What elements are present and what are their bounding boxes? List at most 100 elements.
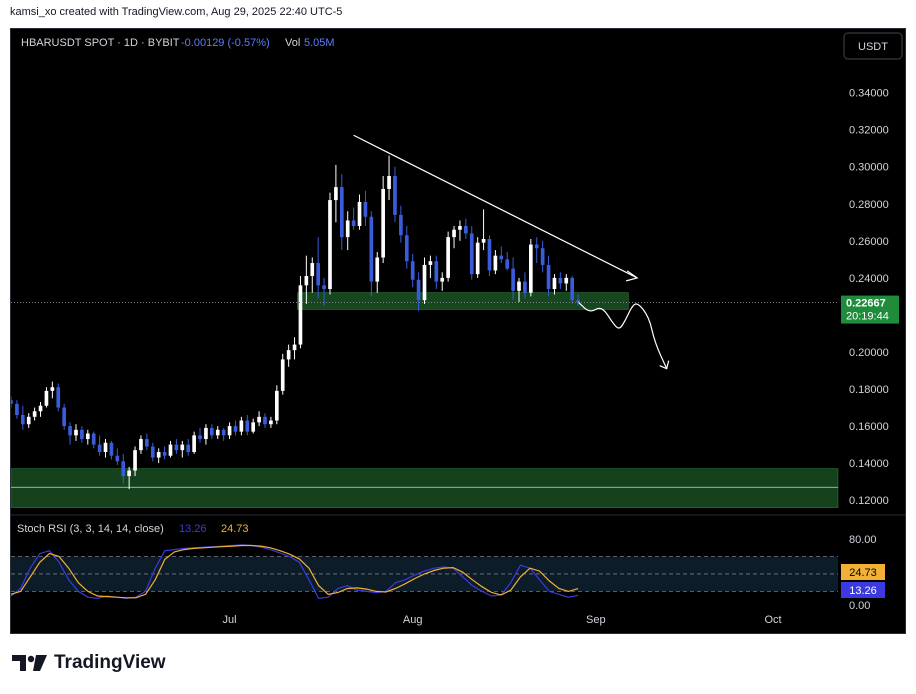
candle-body xyxy=(422,264,427,301)
candle xyxy=(274,385,279,425)
candle-body xyxy=(80,429,84,440)
candle-body xyxy=(322,285,326,289)
candle xyxy=(103,439,108,458)
candle xyxy=(475,237,480,278)
candle xyxy=(546,255,551,297)
x-tick-label: Jul xyxy=(223,614,237,626)
candle xyxy=(363,190,368,227)
candle-body xyxy=(274,390,279,421)
attribution-text: kamsi_xo created with TradingView.com, A… xyxy=(10,6,343,18)
candle xyxy=(339,174,344,251)
rsi-level-0-label: 0.00 xyxy=(849,600,870,612)
y-tick-label: 0.18000 xyxy=(849,384,889,396)
candle xyxy=(80,426,84,443)
candle-body xyxy=(357,201,362,227)
candle-body xyxy=(20,414,25,425)
candle xyxy=(576,294,580,306)
rsi-k-badge-value: 13.26 xyxy=(849,585,877,597)
candle xyxy=(150,442,155,462)
support-zone xyxy=(297,292,629,310)
candle xyxy=(540,240,545,273)
candle-body xyxy=(210,427,214,436)
candle-body xyxy=(351,220,356,227)
candle xyxy=(91,431,96,449)
candle xyxy=(570,276,575,304)
candle-body xyxy=(576,300,580,303)
chart-frame[interactable]: HBARUSDT SPOT · 1D · BYBIT -0.00129 (-0.… xyxy=(9,28,906,634)
rsi-d-badge-value: 24.73 xyxy=(849,567,877,579)
candle-body xyxy=(257,416,261,423)
x-tick-label: Oct xyxy=(764,614,781,626)
rsi-d-legend: 24.73 xyxy=(221,523,249,535)
candle xyxy=(15,400,19,419)
candle xyxy=(381,176,385,264)
candle xyxy=(558,272,563,289)
candle-body xyxy=(32,411,37,417)
x-tick-label: Sep xyxy=(586,614,606,626)
trendline-arrowhead xyxy=(625,270,639,282)
candle-body xyxy=(570,277,575,301)
y-tick-label: 0.14000 xyxy=(849,458,889,470)
candle-body xyxy=(410,261,415,280)
candle-body xyxy=(109,442,114,456)
candle xyxy=(298,276,303,349)
candle-body xyxy=(44,390,49,406)
candle xyxy=(428,255,433,278)
candle xyxy=(422,257,427,304)
tradingview-logo: TradingView xyxy=(12,652,166,674)
candle-body xyxy=(558,277,563,284)
candle-body xyxy=(103,442,108,453)
candle xyxy=(534,237,539,264)
demand-zone xyxy=(10,468,839,508)
candle xyxy=(127,466,131,490)
candle-body xyxy=(316,263,321,286)
candle xyxy=(109,440,114,460)
y-tick-label: 0.16000 xyxy=(849,421,889,433)
candle xyxy=(434,255,439,289)
candle xyxy=(221,427,226,441)
candle-body xyxy=(298,285,303,345)
candle-body xyxy=(204,427,208,440)
rsi-d-badge: 24.73 xyxy=(841,564,885,580)
candle xyxy=(263,413,267,428)
candle xyxy=(351,207,356,230)
chart-canvas[interactable]: HBARUSDT SPOT · 1D · BYBIT -0.00129 (-0.… xyxy=(9,29,905,633)
candle xyxy=(552,274,557,295)
candle-body xyxy=(156,452,161,458)
price-badge-countdown: 20:19:44 xyxy=(846,311,889,323)
currency-button-label[interactable]: USDT xyxy=(858,41,888,53)
candle xyxy=(145,433,149,451)
y-tick-label: 0.34000 xyxy=(849,88,889,100)
projected-path[interactable] xyxy=(577,301,668,369)
candle xyxy=(452,226,456,249)
candle-body xyxy=(280,359,285,391)
candle xyxy=(393,166,397,223)
candle-body xyxy=(85,433,90,440)
candle xyxy=(505,251,510,271)
candle-body xyxy=(162,452,167,456)
stoch-d-line xyxy=(10,544,579,599)
candle xyxy=(481,209,486,251)
candle xyxy=(251,418,256,434)
currency-button[interactable]: USDT xyxy=(843,32,903,60)
candle xyxy=(192,431,196,454)
y-tick-label: 0.32000 xyxy=(849,125,889,137)
candle xyxy=(469,226,474,280)
candle xyxy=(204,424,208,445)
candle xyxy=(50,381,55,399)
volume-value: 5.05M xyxy=(304,37,335,49)
candle-body xyxy=(198,435,202,440)
candle xyxy=(464,218,468,239)
descending-trendline[interactable] xyxy=(353,134,638,279)
candle-body xyxy=(528,244,533,293)
candle-body xyxy=(68,426,72,436)
candle xyxy=(316,237,321,299)
candle-body xyxy=(145,439,149,447)
candle xyxy=(26,413,31,428)
candle-body xyxy=(251,422,256,432)
candle-body xyxy=(133,450,137,471)
candle-body xyxy=(369,216,374,282)
candle-body xyxy=(168,444,173,456)
rsi-k-legend: 13.26 xyxy=(179,523,207,535)
candle-body xyxy=(458,226,462,230)
